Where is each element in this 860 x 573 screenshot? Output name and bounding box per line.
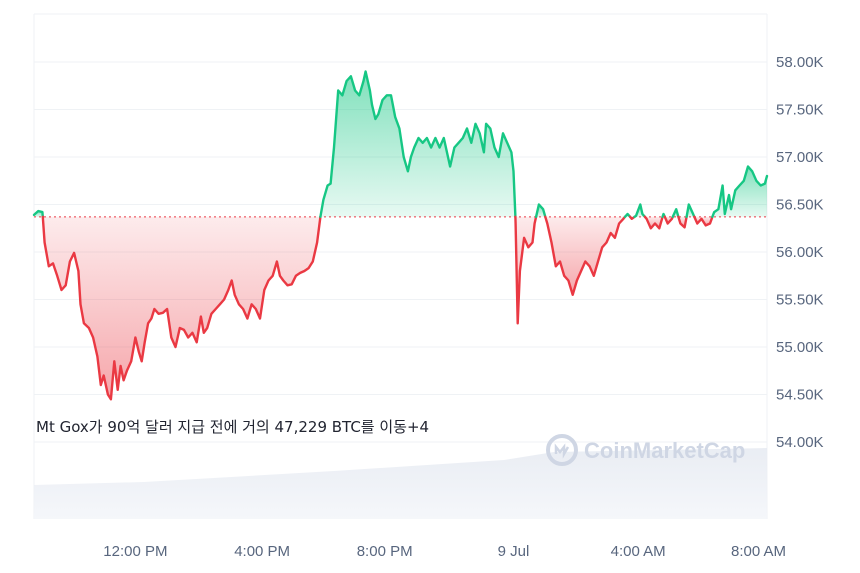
line-segment-up [633, 203, 647, 218]
y-tick-label: 55.00K [776, 339, 824, 356]
price-line [32, 70, 769, 401]
line-segment-up [319, 70, 517, 218]
area-below-baseline [545, 216, 625, 295]
volume-area [34, 448, 767, 519]
y-tick-label: 56.50K [776, 197, 824, 214]
watermark-text: CoinMarketCap [584, 438, 745, 463]
y-tick-label: 55.50K [776, 292, 824, 309]
x-tick-label: 4:00 PM [234, 543, 290, 560]
x-tick-label: 4:00 AM [611, 543, 666, 560]
coinmarketcap-logo-icon [546, 434, 578, 466]
x-axis: 12:00 PM 4:00 PM 8:00 PM 9 Jul 4:00 AM 8:00 A… [103, 543, 786, 560]
y-tick-label: 57.50K [776, 102, 824, 119]
line-segment-up [685, 203, 696, 218]
y-tick-label: 54.50K [776, 387, 824, 404]
line-segment-down [514, 215, 538, 325]
line-segment-down [677, 215, 688, 229]
y-tick-label: 58.00K [776, 54, 824, 71]
line-segment-up [623, 212, 632, 218]
y-tick-label: 54.00K [776, 434, 824, 451]
x-tick-label: 8:00 AM [731, 543, 786, 560]
y-axis: 54.00K 54.50K 55.00K 55.50K 56.00K 56.50K 57.0… [776, 54, 824, 451]
line-segment-up [534, 203, 547, 218]
area-below-baseline [42, 216, 321, 400]
x-tick-label: 12:00 PM [103, 543, 167, 560]
line-segment-down [41, 215, 322, 401]
area-above-baseline [320, 71, 516, 217]
coinmarketcap-logo: CoinMarketCap [546, 434, 745, 466]
y-tick-label: 56.00K [776, 244, 824, 261]
area-above-baseline [712, 166, 767, 217]
line-segment-down [643, 215, 664, 230]
y-tick-label: 57.00K [776, 149, 824, 166]
news-annotation[interactable]: Mt Gox가 90억 달러 지급 전에 거의 47,229 BTC를 이동+4 [36, 418, 429, 436]
line-segment-up [711, 165, 769, 218]
x-tick-label: 9 Jul [498, 543, 530, 560]
logo-zigzag [554, 443, 570, 459]
line-segment-down [693, 215, 714, 227]
line-segment-up [32, 209, 44, 218]
x-tick-label: 8:00 PM [357, 543, 413, 560]
line-segment-down [544, 215, 627, 296]
volume-band [34, 448, 767, 519]
price-area [34, 71, 767, 400]
line-segment-up [671, 208, 680, 218]
